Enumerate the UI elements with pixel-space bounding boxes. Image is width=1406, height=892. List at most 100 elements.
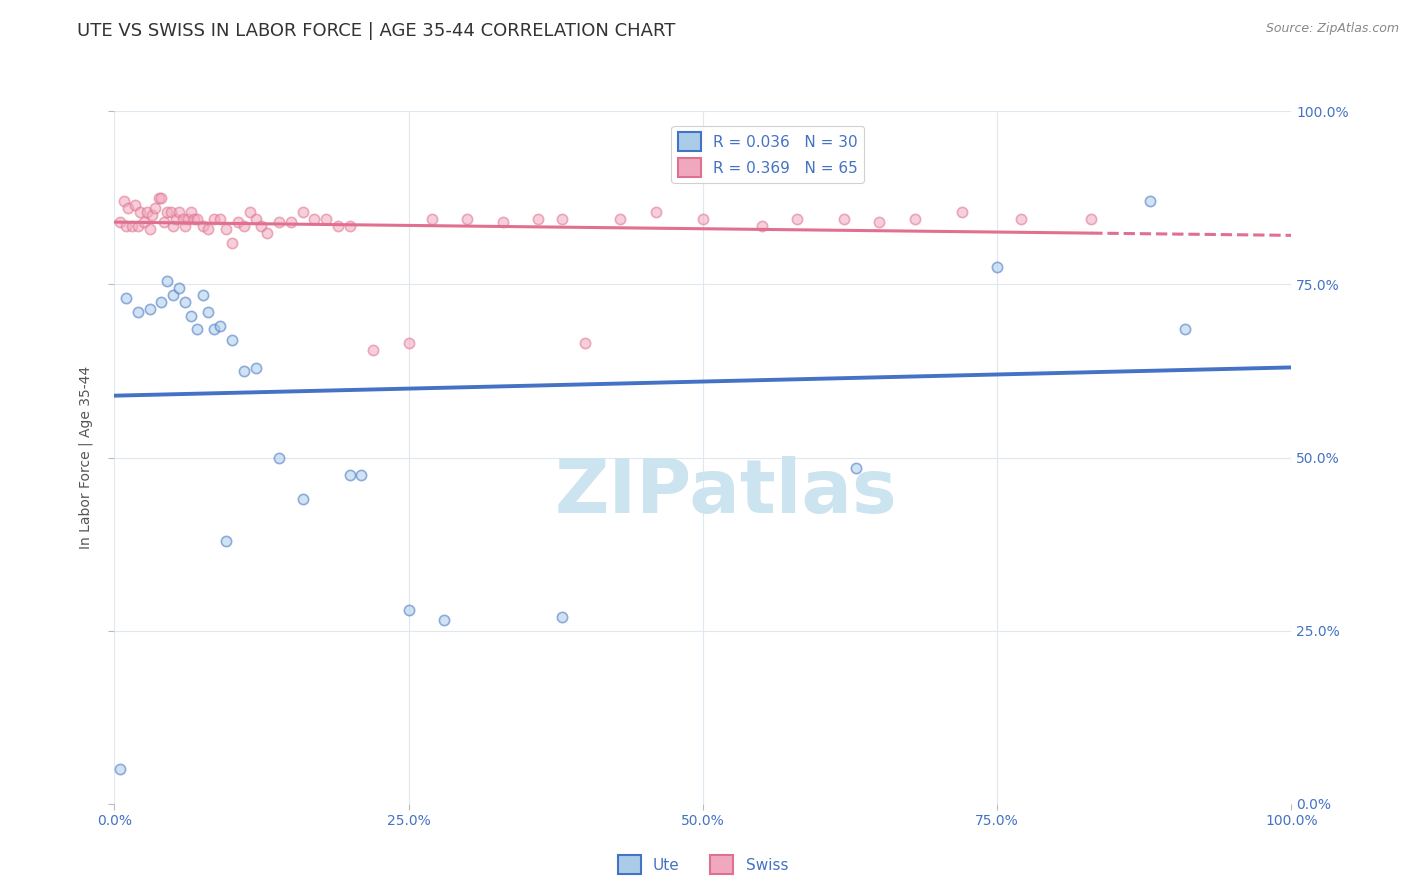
Point [186, 211, 208, 226]
Point [152, 215, 174, 229]
Point [138, 301, 160, 316]
Point [124, 198, 146, 212]
Text: UTE VS SWISS IN LABOR FORCE | AGE 35-44 CORRELATION CHART: UTE VS SWISS IN LABOR FORCE | AGE 35-44 … [77, 22, 676, 40]
Point [291, 204, 314, 219]
Point [202, 322, 225, 336]
Point [145, 202, 167, 216]
Point [1174, 322, 1197, 336]
Point [115, 219, 138, 233]
Point [226, 215, 249, 229]
Point [232, 364, 254, 378]
Point [115, 291, 138, 305]
Point [692, 211, 714, 226]
Point [156, 274, 179, 288]
Point [174, 294, 197, 309]
Point [786, 211, 808, 226]
Point [456, 211, 478, 226]
Point [209, 318, 232, 333]
Point [221, 235, 243, 250]
Point [150, 294, 173, 309]
Point [433, 613, 456, 627]
Y-axis label: In Labor Force | Age 35-44: In Labor Force | Age 35-44 [79, 366, 93, 549]
Point [550, 211, 572, 226]
Point [315, 211, 337, 226]
Point [215, 222, 238, 236]
Point [162, 288, 184, 302]
Point [162, 219, 184, 233]
Point [136, 204, 159, 219]
Point [574, 336, 596, 351]
Text: Source: ZipAtlas.com: Source: ZipAtlas.com [1265, 22, 1399, 36]
Point [197, 305, 219, 319]
Point [339, 219, 361, 233]
Point [127, 219, 149, 233]
Point [112, 194, 135, 209]
Point [209, 211, 232, 226]
Point [550, 609, 572, 624]
Point [180, 309, 202, 323]
Point [221, 333, 243, 347]
Point [141, 208, 163, 222]
Point [950, 204, 973, 219]
Point [180, 204, 202, 219]
Point [339, 467, 361, 482]
Point [148, 191, 170, 205]
Point [420, 211, 443, 226]
Point [492, 215, 515, 229]
Point [138, 222, 160, 236]
Point [245, 211, 267, 226]
Point [845, 461, 868, 475]
Point [398, 336, 420, 351]
Point [350, 467, 373, 482]
Point [291, 491, 314, 506]
Legend: R = 0.036   N = 30, R = 0.369   N = 65: R = 0.036 N = 30, R = 0.369 N = 65 [672, 126, 863, 183]
Point [398, 603, 420, 617]
Point [127, 305, 149, 319]
Point [167, 281, 190, 295]
Point [232, 219, 254, 233]
Point [215, 533, 238, 548]
Point [751, 219, 773, 233]
Point [172, 211, 194, 226]
Point [361, 343, 384, 358]
Point [239, 204, 262, 219]
Point [117, 202, 139, 216]
Point [304, 211, 326, 226]
Point [121, 219, 143, 233]
Point [904, 211, 927, 226]
Point [267, 450, 290, 465]
Point [202, 211, 225, 226]
Point [256, 226, 278, 240]
Point [177, 211, 200, 226]
Point [108, 762, 131, 776]
Point [174, 219, 197, 233]
Point [132, 215, 155, 229]
Legend: Ute, Swiss: Ute, Swiss [612, 849, 794, 880]
Point [1080, 211, 1102, 226]
Point [159, 204, 181, 219]
Point [609, 211, 631, 226]
Point [129, 204, 152, 219]
Point [326, 219, 349, 233]
Point [108, 215, 131, 229]
Point [183, 211, 205, 226]
Point [156, 204, 179, 219]
Point [191, 288, 214, 302]
Point [150, 191, 173, 205]
Point [832, 211, 855, 226]
Point [868, 215, 890, 229]
Point [1010, 211, 1032, 226]
Point [197, 222, 219, 236]
Point [167, 204, 190, 219]
Point [186, 322, 208, 336]
Point [986, 260, 1008, 275]
Point [245, 360, 267, 375]
Point [165, 211, 187, 226]
Point [1139, 194, 1161, 209]
Point [527, 211, 550, 226]
Point [191, 219, 214, 233]
Point [267, 215, 290, 229]
Point [280, 215, 302, 229]
Point [250, 219, 273, 233]
Point [644, 204, 666, 219]
